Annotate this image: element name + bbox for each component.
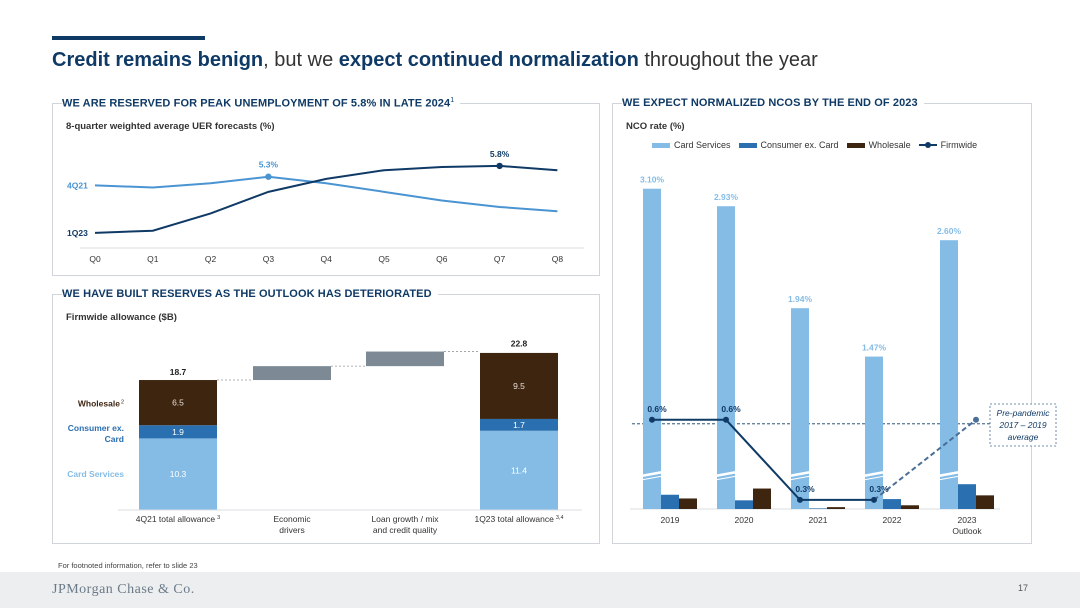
company-logo: JPMorgan Chase & Co. (52, 582, 195, 597)
footer-bar (0, 572, 1080, 608)
uer-panel-heading: WE ARE RESERVED FOR PEAK UNEMPLOYMENT OF… (62, 97, 461, 110)
uer-chart-subtitle: 8-quarter weighted average UER forecasts… (66, 121, 275, 132)
title-text-2: , but we (263, 49, 339, 71)
nco-legend: Card Services Consumer ex. Card Wholesal… (652, 140, 985, 150)
title-accent-rule (52, 36, 205, 40)
legend-firmwide: Firmwide (918, 140, 977, 150)
legend-wholesale: Wholesale (846, 140, 911, 150)
title-emphasis-1: Credit remains benign (52, 49, 264, 71)
page-number: 17 (1017, 583, 1028, 593)
nco-panel-heading: WE EXPECT NORMALIZED NCOS BY THE END OF … (622, 97, 924, 109)
legend-consumer-ex-card: Consumer ex. Card (738, 140, 839, 150)
title-text-4: throughout the year (638, 49, 818, 71)
allowance-chart-subtitle: Firmwide allowance ($B) (66, 312, 177, 323)
legend-card-services: Card Services (652, 140, 731, 150)
page-title: Credit remains benign, but we expect con… (52, 49, 818, 72)
footnote: For footnoted information, refer to slid… (58, 561, 198, 570)
allowance-panel-heading: WE HAVE BUILT RESERVES AS THE OUTLOOK HA… (62, 288, 438, 300)
allowance-panel (52, 294, 600, 544)
nco-chart-subtitle: NCO rate (%) (626, 121, 685, 132)
title-emphasis-2: expect continued normalization (338, 49, 639, 71)
nco-panel (612, 103, 1032, 544)
